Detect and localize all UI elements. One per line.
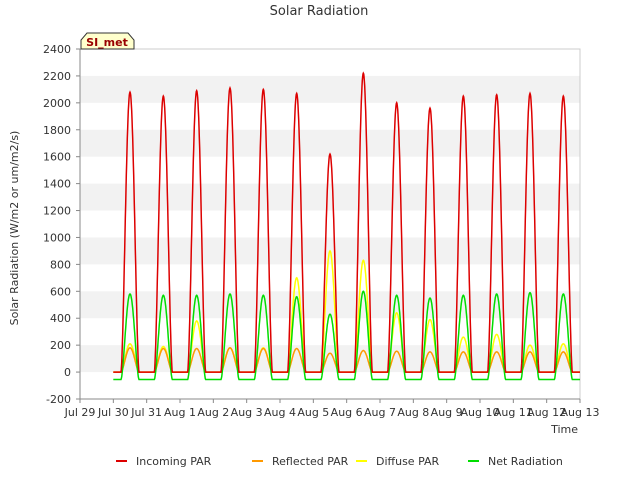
y-tick-label: 2200	[43, 70, 71, 83]
x-tick-label: Jul 31	[130, 406, 162, 419]
x-tick-label: Jul 30	[97, 406, 129, 419]
y-tick-label: 2000	[43, 97, 71, 110]
grid-bands	[80, 75, 580, 373]
x-tick-label: Aug 8	[397, 406, 429, 419]
series-line-incoming-par	[113, 71, 580, 373]
site-label: SI_met	[86, 36, 128, 49]
y-axis-label: Solar Radiation (W/m2 or um/m2/s)	[8, 131, 21, 326]
x-tick-label: Aug 2	[197, 406, 229, 419]
x-tick-label: Aug 11	[494, 406, 533, 419]
legend: Incoming PAR Reflected PAR Diffuse PAR Net …	[116, 455, 563, 468]
x-tick-label: Aug 5	[297, 406, 329, 419]
x-tick-label: Aug 12	[527, 406, 566, 419]
legend-label: Diffuse PAR	[376, 455, 440, 468]
y-axis: -200 0 200 400 600 800 1000 1200 1400 1600 1800 200…	[43, 43, 81, 406]
x-tick-label: Aug 4	[264, 406, 296, 419]
x-tick-label: Aug 13	[561, 406, 600, 419]
y-tick-label: 1000	[43, 231, 71, 244]
chart-title: Solar Radiation	[270, 4, 369, 19]
y-tick-label: 0	[64, 366, 71, 379]
x-tick-label: Jul 29	[64, 406, 96, 419]
y-tick-label: 1200	[43, 205, 71, 218]
y-tick-label: 1600	[43, 151, 71, 164]
x-tick-label: Aug 6	[331, 406, 363, 419]
x-tick-label: Aug 9	[431, 406, 463, 419]
grid-band	[80, 75, 580, 103]
x-tick-label: Aug 1	[164, 406, 196, 419]
x-tick-label: Aug 7	[364, 406, 396, 419]
y-tick-label: 400	[50, 312, 71, 325]
y-tick-label: 1800	[43, 124, 71, 137]
y-tick-label: -200	[46, 393, 71, 406]
x-tick-label: Aug 3	[231, 406, 263, 419]
series-layer	[113, 71, 580, 381]
legend-label: Reflected PAR	[272, 455, 349, 468]
x-tick-label: Aug 10	[461, 406, 500, 419]
legend-label: Net Radiation	[488, 455, 563, 468]
grid-band	[80, 345, 580, 373]
site-label-box: SI_met	[80, 32, 135, 50]
x-axis-label: Time	[550, 423, 578, 436]
grid-band	[80, 129, 580, 157]
x-axis: Jul 29 Jul 30 Jul 31 Aug 1 Aug 2 Aug 3 Aug 4 Au…	[64, 398, 600, 419]
y-tick-label: 200	[50, 339, 71, 352]
y-tick-label: 1400	[43, 178, 71, 191]
legend-label: Incoming PAR	[136, 455, 212, 468]
y-tick-label: 600	[50, 285, 71, 298]
y-tick-label: 2400	[43, 43, 71, 56]
grid-band	[80, 183, 580, 211]
series-line-net-radiation	[113, 290, 580, 381]
y-tick-label: 800	[50, 258, 71, 271]
